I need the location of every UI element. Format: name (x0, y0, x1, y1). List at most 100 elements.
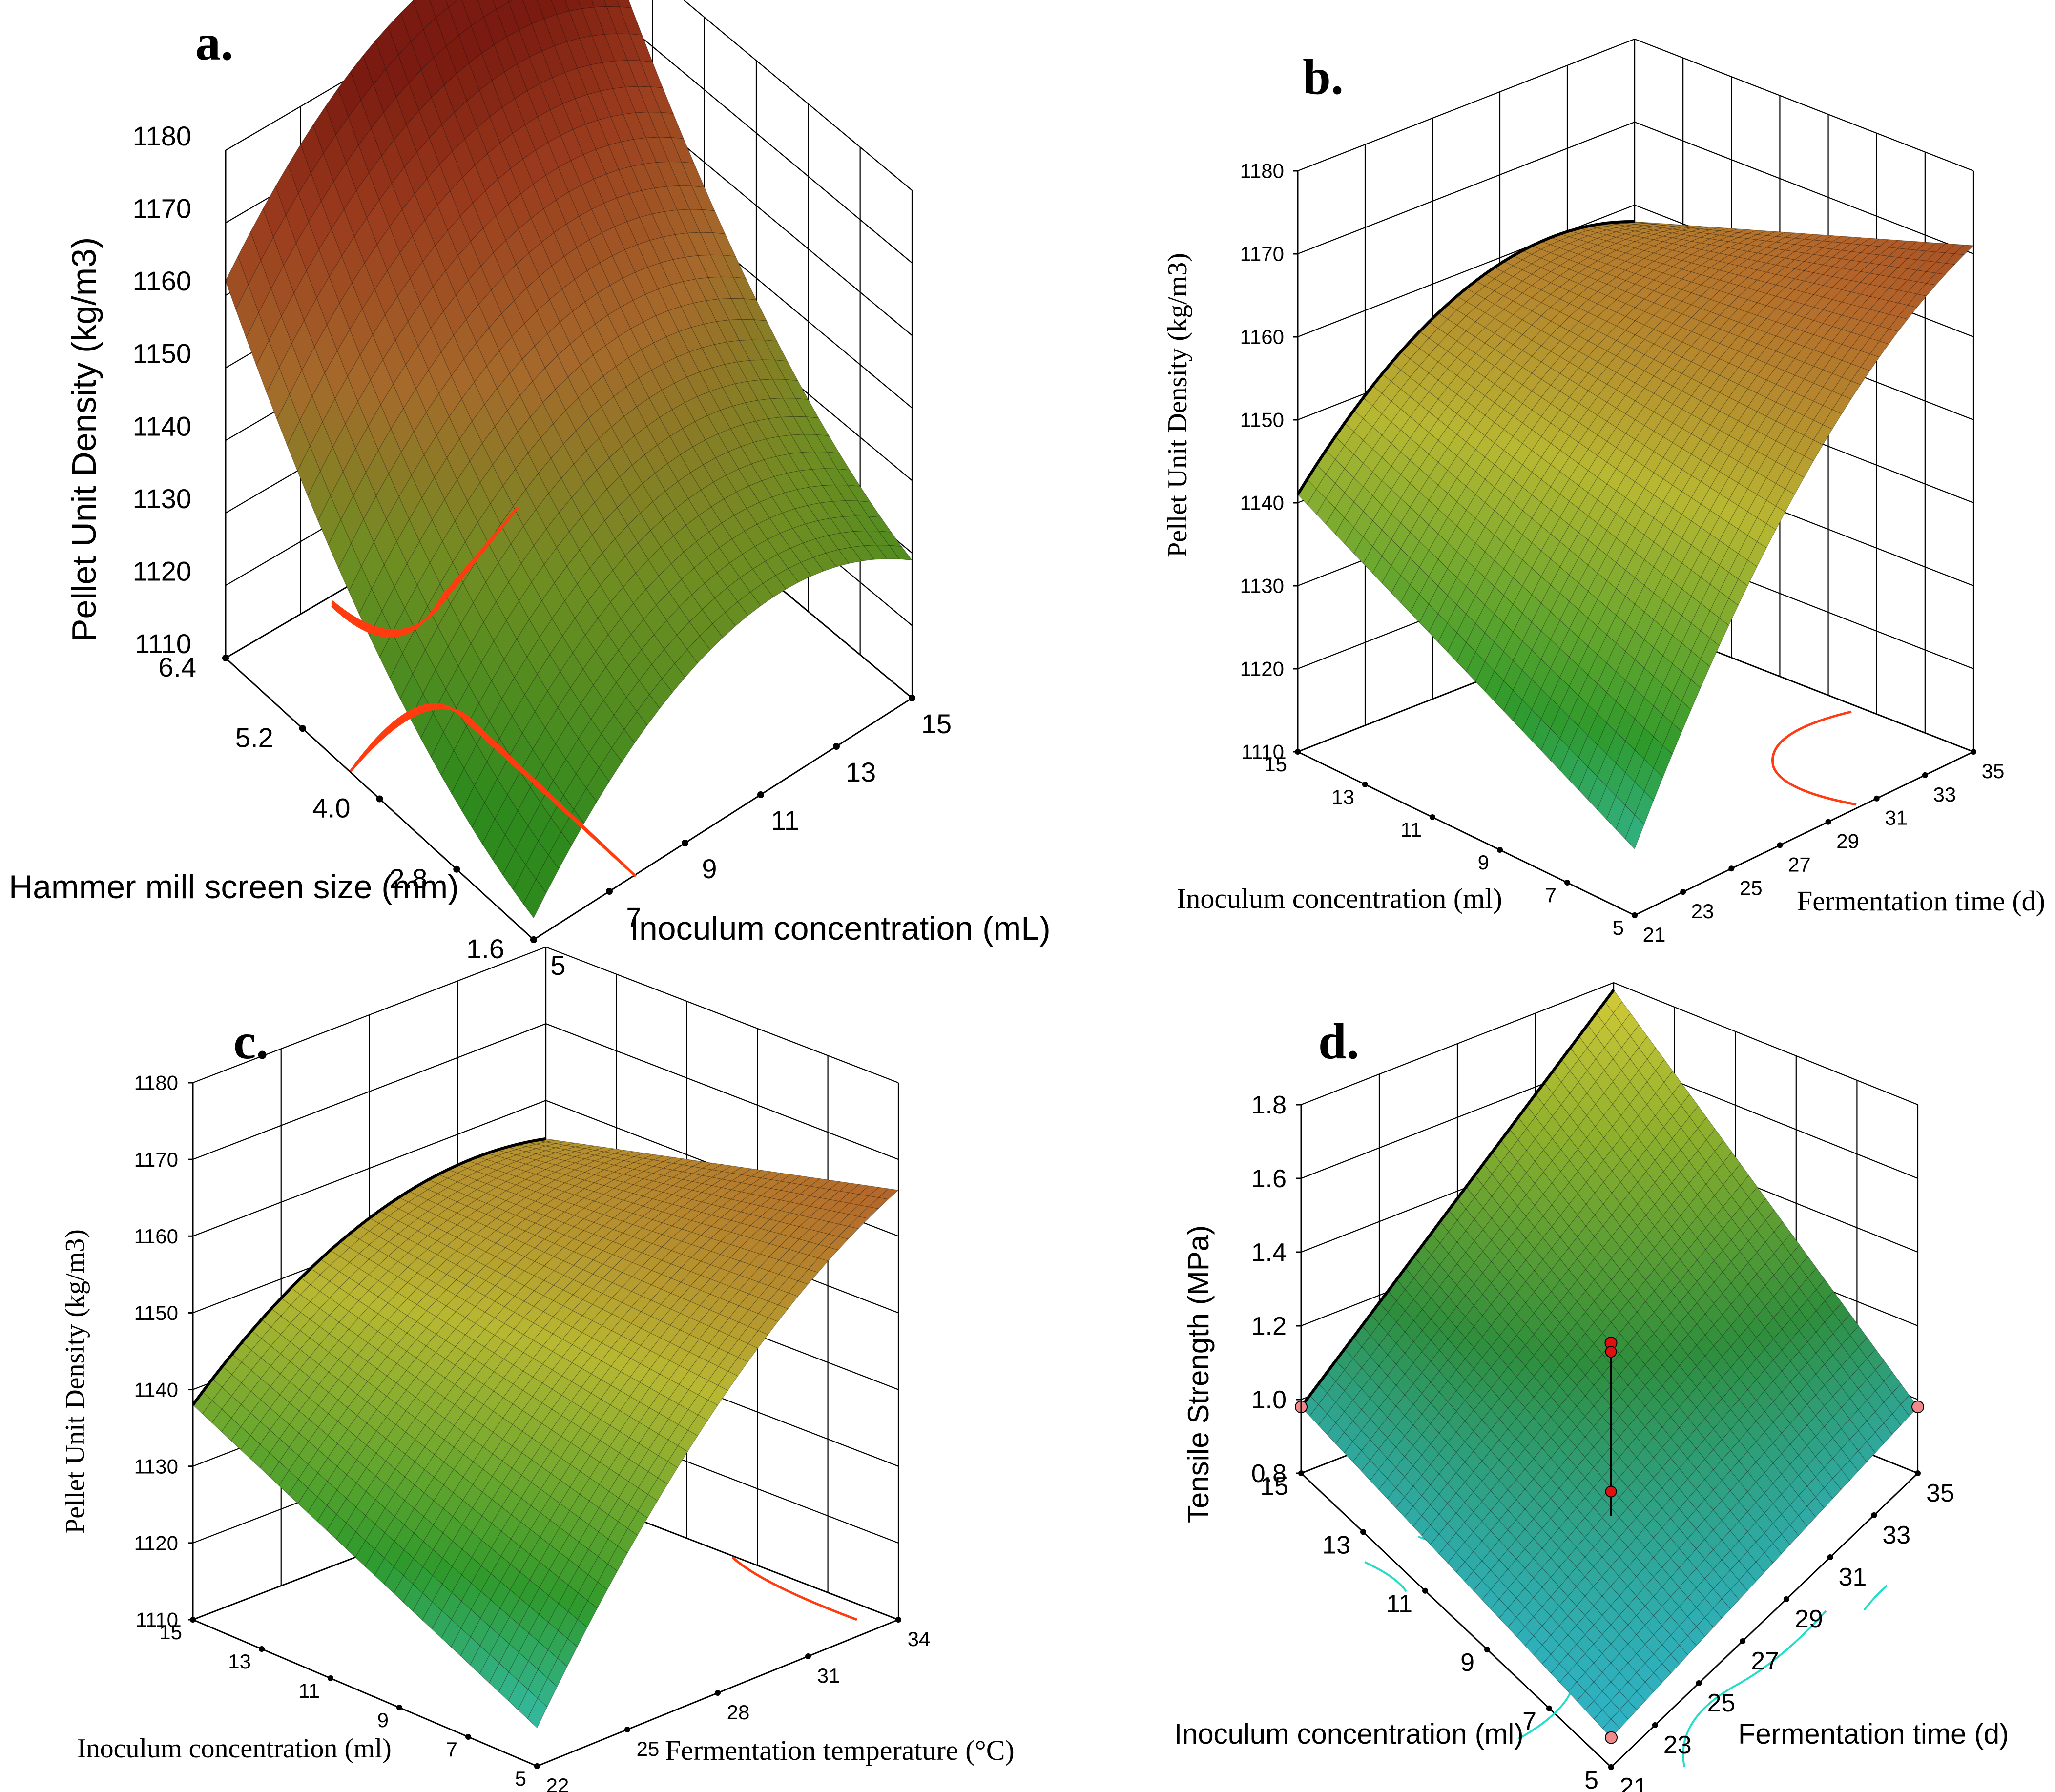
surface-patch (541, 232, 565, 267)
surface-patch (1681, 231, 1701, 236)
panel-c-z-axis-label: Pellet Unit Density (kg/m3) (60, 1229, 90, 1534)
y-tick-label: 9 (377, 1709, 389, 1731)
surface-patch (1813, 387, 1833, 406)
z-tick-label: 1150 (1240, 409, 1284, 432)
x-tick (833, 743, 840, 750)
surface-patch (688, 347, 713, 372)
z-tick-label: 1130 (134, 1455, 178, 1478)
y-tick-label: 15 (1264, 753, 1287, 776)
surface-patch (1615, 239, 1636, 246)
surface-patch (709, 387, 733, 411)
surface-patch (585, 120, 609, 150)
surface-patch (347, 354, 371, 402)
surface-patch (1916, 250, 1937, 262)
surface-patch (1785, 259, 1805, 269)
x-tick-label: 7 (626, 902, 641, 932)
z-tick-label: 1160 (133, 266, 191, 296)
surface-patch (1785, 244, 1805, 252)
surface-patch (1907, 281, 1927, 294)
surface-patch (1803, 240, 1824, 247)
surface-patch (1625, 284, 1645, 296)
surface-patch (482, 818, 506, 861)
surface-patch (407, 540, 430, 586)
surface-patch (564, 68, 588, 99)
surface-patch (498, 543, 522, 583)
surface-patch (266, 367, 290, 420)
surface-patch (1690, 249, 1711, 257)
x-tick (895, 1617, 901, 1623)
surface-patch (655, 310, 679, 337)
surface-patch (1662, 297, 1683, 311)
panel-a-floor-contours (331, 507, 637, 877)
surface-patch (654, 186, 678, 212)
y-tick (376, 795, 383, 803)
surface-patch (809, 485, 833, 503)
surface-patch (1635, 222, 1654, 224)
x-tick (1777, 842, 1783, 848)
surface-patch (567, 365, 591, 399)
surface-patch (1653, 247, 1673, 256)
surface-patch (398, 474, 422, 520)
surface-patch (782, 398, 807, 417)
surface-patch (868, 516, 892, 533)
surface-patch (1794, 415, 1814, 436)
y-tick-label: 5 (1613, 916, 1624, 939)
surface-patch (301, 346, 325, 397)
x-tick-label: 31 (1885, 806, 1908, 829)
surface-patch (1841, 269, 1861, 281)
surface-patch (1634, 243, 1655, 251)
y-tick (299, 725, 306, 732)
surface-patch (643, 315, 667, 343)
y-tick (465, 1734, 471, 1740)
x-tick (1728, 865, 1735, 872)
surface-patch (767, 533, 791, 555)
surface-patch (551, 0, 570, 15)
x-tick-label: 21 (1643, 923, 1666, 946)
y-tick-label: 11 (298, 1679, 320, 1702)
surface-patch (803, 434, 828, 453)
panel-b-z-axis-label: Pellet Unit Density (kg/m3) (1162, 253, 1193, 557)
surface-patch (1916, 283, 1936, 296)
y-tick (396, 1705, 402, 1710)
x-tick-label: 23 (1691, 900, 1714, 923)
z-tick-label: 1120 (134, 1532, 178, 1555)
panel-d: d. 1.81.61.41.21.00.82123252729313335579… (1174, 982, 2009, 1792)
surface-patch (542, 389, 566, 424)
surface-patch (1775, 406, 1795, 427)
y-tick (534, 1763, 540, 1769)
x-tick-label: 15 (921, 708, 952, 739)
surface-patch (1765, 256, 1786, 266)
z-tick-label: 1140 (1240, 492, 1284, 515)
y-tick (1564, 880, 1570, 886)
y-tick-label: 13 (1331, 785, 1354, 808)
surface-patch (1662, 228, 1682, 233)
surface-patch (1897, 280, 1918, 292)
surface-patch (583, 149, 607, 180)
surface-patch (507, 0, 514, 3)
x-tick (1922, 772, 1928, 778)
x-tick (805, 1653, 811, 1659)
surface-patch (1540, 244, 1561, 253)
surface-patch (1662, 309, 1682, 324)
x-tick-label: 31 (817, 1664, 840, 1687)
z-tick-label: 1110 (135, 628, 191, 659)
y-tick (453, 865, 460, 873)
surface-patch (1728, 249, 1748, 258)
surface-patch (1709, 253, 1730, 262)
y-tick (1497, 847, 1503, 853)
panel-b-x-axis-label: Fermentation time (d) (1797, 885, 2045, 917)
panel-b-floor-contours (1771, 710, 1857, 806)
surface-patch (1587, 260, 1608, 270)
surface-patch (517, 416, 541, 453)
x-tick-label: 11 (771, 805, 799, 836)
surface-patch (1653, 306, 1673, 320)
x-tick (1873, 795, 1880, 802)
y-tick-label: 11 (1400, 818, 1422, 841)
panel-c-surface (191, 1137, 899, 1729)
surface-patch (830, 516, 854, 534)
y-tick (1430, 814, 1435, 820)
z-tick-label: 1180 (1240, 160, 1284, 183)
y-tick (190, 1617, 196, 1623)
surface-patch (474, 761, 498, 803)
surface-patch (1926, 243, 1946, 252)
